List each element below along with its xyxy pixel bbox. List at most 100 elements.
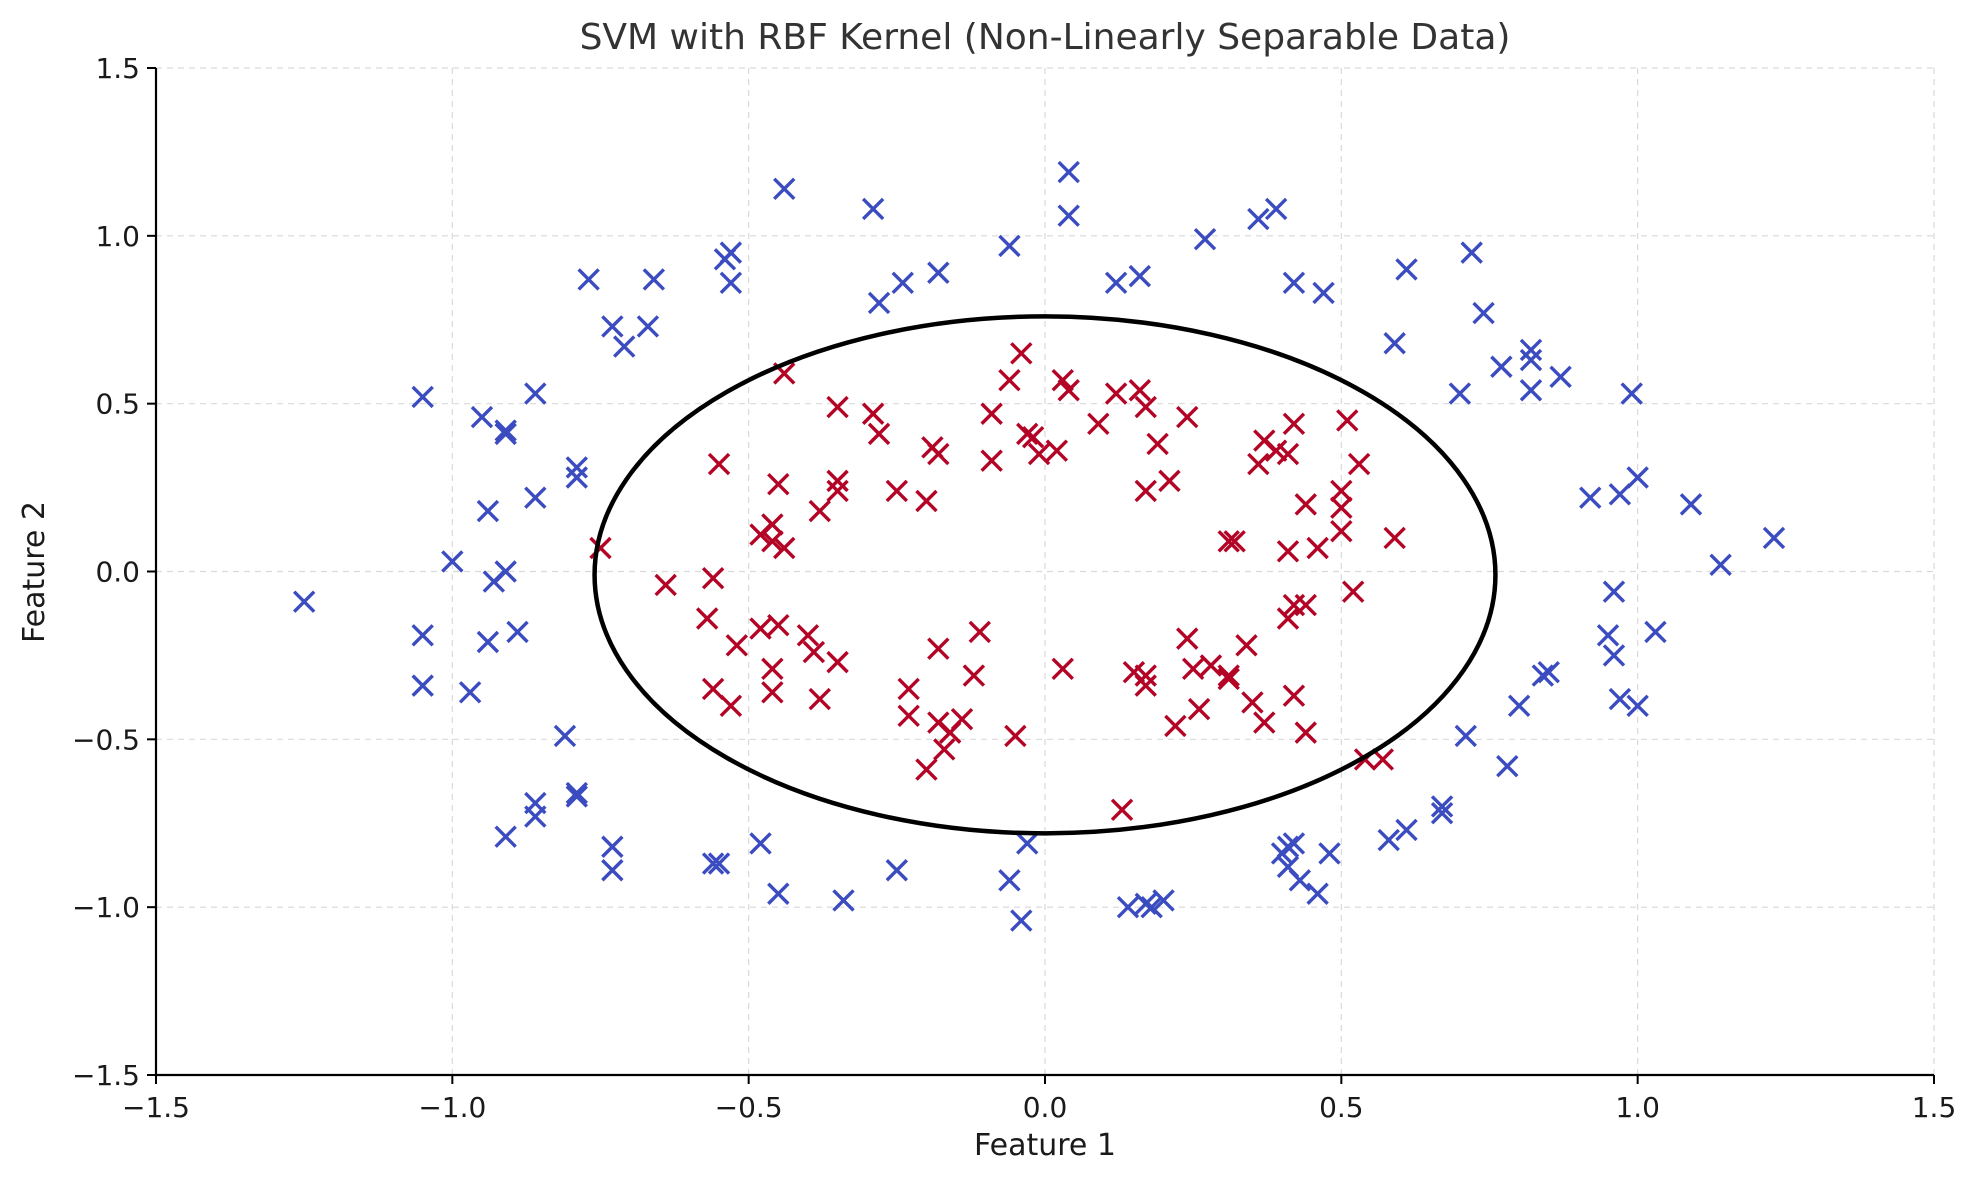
data-point (1383, 526, 1406, 550)
data-point (808, 499, 831, 523)
data-point (767, 473, 790, 496)
data-point (506, 620, 529, 644)
data-point (1264, 197, 1288, 221)
data-point (749, 832, 772, 855)
data-point (1460, 241, 1483, 264)
data-point (1253, 711, 1276, 734)
data-point (761, 513, 784, 536)
data-point (494, 419, 517, 442)
data-point (1027, 442, 1051, 466)
data-point (1496, 754, 1519, 778)
data-point (1134, 395, 1157, 419)
data-point (725, 634, 749, 657)
data-point (1247, 207, 1270, 231)
data-point (998, 368, 1021, 392)
y-tick-label: 1.0 (95, 220, 140, 253)
data-point (761, 657, 784, 681)
data-point (1330, 520, 1353, 543)
data-point (701, 567, 725, 590)
data-point (767, 614, 790, 637)
x-tick-label: 0.5 (1319, 1091, 1364, 1124)
data-point (968, 620, 992, 644)
data-point (1341, 580, 1365, 603)
data-point (950, 707, 974, 731)
data-point (494, 825, 517, 848)
data-point (1051, 657, 1074, 681)
data-point (1057, 379, 1080, 402)
data-point (494, 422, 517, 446)
data-point (1164, 714, 1187, 738)
data-point (1276, 855, 1300, 879)
data-point (1181, 657, 1205, 681)
data-point (524, 805, 547, 828)
data-point (292, 590, 316, 613)
data-point (867, 291, 891, 315)
data-point (1579, 486, 1602, 509)
data-point (915, 758, 938, 781)
data-point (885, 479, 909, 503)
data-point (719, 694, 743, 717)
data-point (1193, 227, 1217, 251)
data-point (1371, 748, 1395, 771)
data-point (1223, 530, 1246, 553)
data-point (1134, 664, 1157, 687)
x-tick-label: −1.5 (122, 1091, 190, 1124)
data-point (470, 405, 494, 429)
data-point (1104, 382, 1128, 405)
data-point (1330, 479, 1353, 503)
data-point (1679, 493, 1703, 516)
data-point (494, 560, 517, 583)
data-point (1010, 909, 1033, 932)
data-point (441, 550, 464, 573)
data-point (1116, 895, 1140, 919)
y-tick-label: −1.0 (72, 891, 140, 924)
y-tick-label: −0.5 (72, 723, 140, 756)
data-point (701, 677, 725, 701)
data-point (476, 499, 500, 523)
data-point (767, 882, 790, 905)
data-point (701, 852, 725, 875)
data-point (1519, 379, 1543, 402)
x-tick-label: 1.5 (1912, 1091, 1957, 1124)
data-point (1110, 798, 1134, 822)
data-point (707, 852, 731, 875)
data-point (1247, 452, 1270, 476)
data-point (998, 234, 1021, 258)
axes (147, 67, 1935, 1084)
data-point (1507, 694, 1531, 717)
data-point (832, 889, 855, 912)
data-point (1294, 593, 1317, 617)
data-point (885, 859, 909, 882)
data-point (1596, 624, 1620, 647)
data-point (927, 261, 950, 284)
data-point (1383, 332, 1406, 355)
data-point (1152, 889, 1175, 912)
data-point (915, 489, 938, 513)
data-point (1104, 271, 1128, 295)
data-point (1016, 422, 1039, 446)
data-point (773, 536, 796, 560)
data-point (1602, 644, 1626, 667)
data-point (1709, 553, 1732, 576)
data-point (867, 422, 891, 446)
y-axis-label: Feature 2 (17, 501, 52, 643)
data-point (1608, 483, 1632, 506)
data-point (1128, 379, 1152, 402)
data-point (1051, 368, 1074, 392)
data-point (524, 382, 547, 405)
data-point (1282, 412, 1306, 436)
data-point (998, 869, 1021, 892)
data-point (933, 738, 956, 761)
data-point (1146, 432, 1169, 456)
data-point (1312, 281, 1335, 305)
chart-title: SVM with RBF Kernel (Non-Linearly Separa… (580, 17, 1511, 58)
data-point (1430, 795, 1454, 818)
data-point (1762, 526, 1786, 550)
data-point (1644, 620, 1667, 644)
data-point (553, 724, 577, 748)
data-point (707, 452, 731, 476)
data-point (1519, 348, 1543, 372)
data-point (565, 781, 588, 805)
data-point (1330, 496, 1353, 519)
data-point (642, 268, 666, 291)
